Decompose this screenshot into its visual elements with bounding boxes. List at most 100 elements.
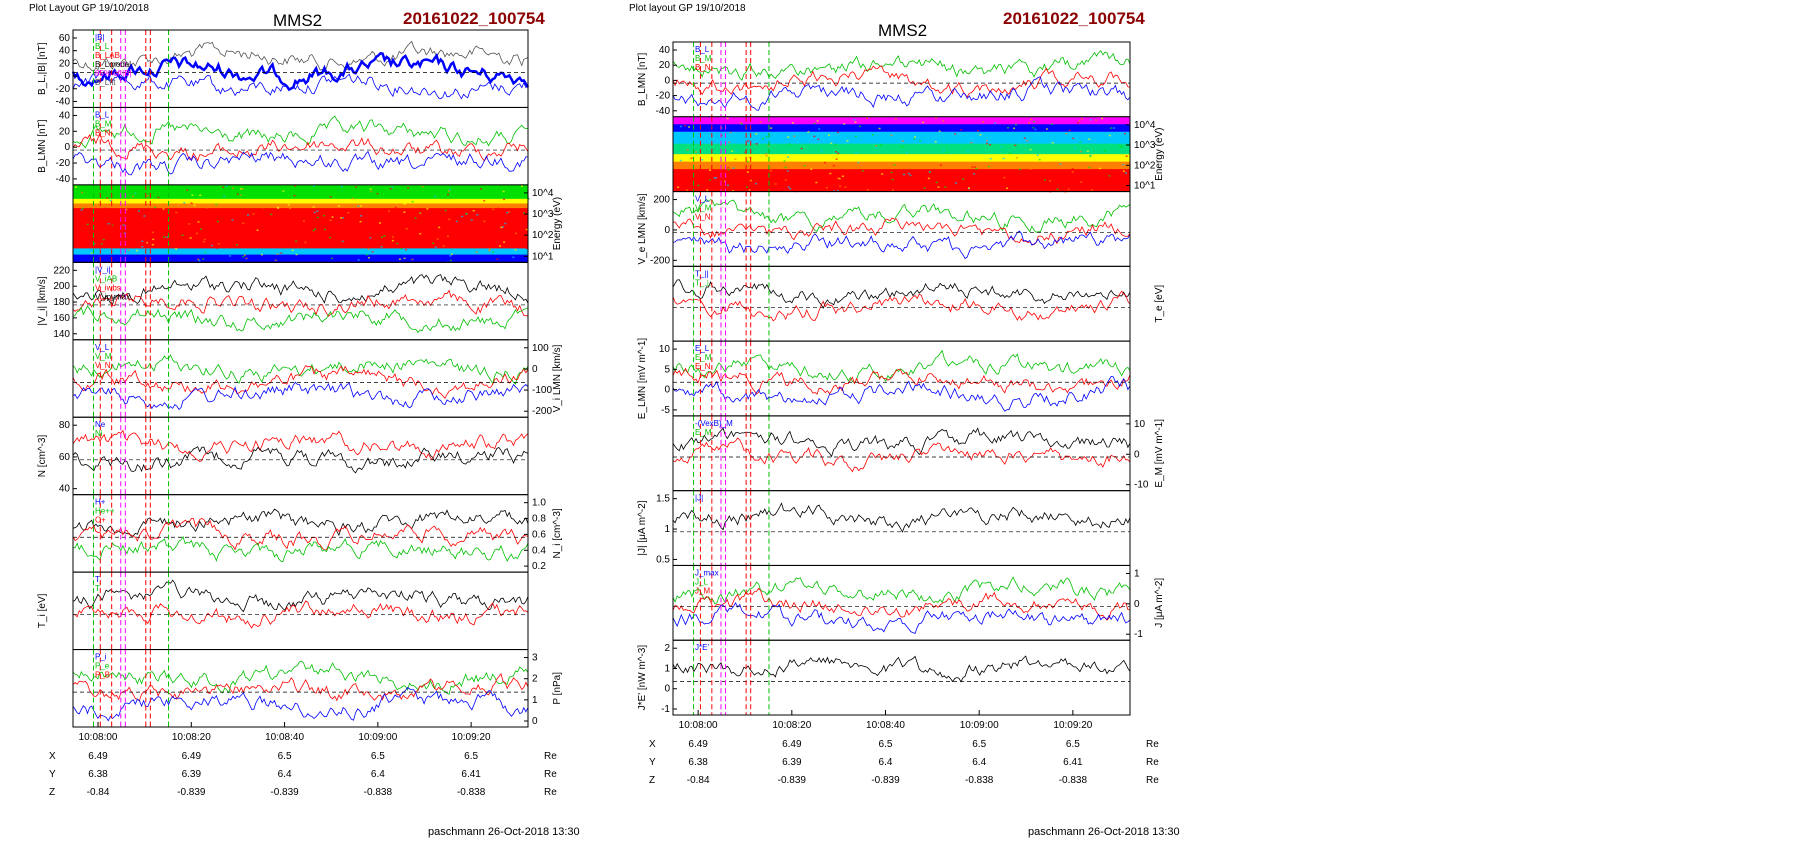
legend-entry: |J|: [695, 494, 703, 503]
panel-frame: [672, 564, 1131, 641]
spectrogram-speckle: [1034, 128, 1037, 131]
trace-vi-lmn: [72, 365, 529, 400]
spectrogram-speckle: [830, 142, 833, 145]
trace-b-lmn: [72, 150, 528, 176]
spectrogram-speckle: [914, 136, 917, 138]
spectrogram-speckle: [836, 190, 839, 192]
spectrogram-speckle: [942, 149, 945, 151]
spectrogram-speckle: [342, 217, 345, 219]
spectrogram-speckle: [1038, 158, 1041, 161]
spectrogram-speckle: [503, 198, 506, 201]
legend-entry: H+: [95, 498, 106, 507]
spectrogram-speckle: [913, 138, 916, 140]
spectrogram-speckle: [1030, 118, 1033, 121]
spectrogram-speckle: [270, 193, 273, 195]
spectrogram-speckle: [419, 232, 422, 235]
spectrogram-speckle: [434, 195, 437, 198]
legend-entry: V_iAB: [95, 274, 117, 283]
spectrogram-speckle: [146, 241, 149, 244]
trace-j-mag: [672, 502, 1131, 533]
spectrogram-speckle: [446, 235, 449, 238]
coord-value: 6.4: [972, 757, 986, 768]
spectrogram-speckle: [937, 186, 940, 188]
spectrogram-speckle: [282, 190, 285, 192]
panel-frame: [672, 191, 1131, 267]
coord-value: -0.84: [87, 787, 110, 798]
tick-label: 0.6: [532, 529, 546, 540]
spectrogram-speckle: [426, 208, 429, 210]
panel-e-lmn: 10 5 0 -5 E_LMN [mV m^-1] E_LE_ME_N: [637, 338, 1131, 419]
tick-label: 1: [664, 663, 670, 674]
spectrogram-speckle: [141, 245, 144, 248]
spectrogram-speckle: [436, 214, 439, 216]
tick-label: -20: [56, 158, 71, 169]
trace-em: [672, 427, 1131, 458]
spectrogram-speckle: [376, 193, 379, 195]
spectrogram-band: [73, 254, 528, 263]
spectrogram-speckle: [935, 140, 938, 142]
spectrogram-speckle: [247, 214, 250, 216]
time-tick-label: 10:08:00: [79, 732, 118, 743]
spectrogram-speckle: [274, 259, 277, 262]
tick-label: 10^4: [532, 188, 554, 199]
spectrogram-speckle: [78, 230, 81, 232]
spectrogram-speckle: [901, 140, 904, 142]
legend-entry: B_M: [95, 119, 112, 128]
tick-label: 0.5: [656, 554, 670, 565]
spectrogram-speckle: [865, 117, 868, 120]
coord-value: 6.4: [278, 769, 292, 780]
spectrogram-speckle: [351, 197, 354, 200]
y-axis-label: E_M [mV m^-1]: [1154, 419, 1165, 488]
spectrogram-speckle: [501, 226, 504, 228]
coord-unit: Re: [1146, 757, 1159, 768]
spectrogram-speckle: [241, 251, 244, 254]
tick-label: 40: [59, 110, 71, 121]
spectrogram-speckle: [242, 222, 245, 224]
y-axis-label: T_i [eV]: [37, 593, 48, 628]
spectrogram-speckle: [163, 203, 166, 205]
spectrogram-speckle: [114, 233, 117, 236]
spectrogram-speckle: [134, 232, 137, 234]
spectrogram-speckle: [1014, 123, 1017, 126]
spectrogram-speckle: [1080, 118, 1083, 120]
spectrogram-speckle: [934, 141, 937, 143]
trace-te: [672, 290, 1131, 322]
y-axis-label: T_e [eV]: [1154, 285, 1165, 323]
spectrogram-speckle: [196, 232, 199, 235]
spectrogram-speckle: [231, 219, 234, 221]
legend-entry: V_ipymax: [95, 292, 130, 301]
spectrogram-speckle: [175, 248, 178, 250]
time-tick-label: 10:08:00: [679, 720, 718, 731]
spectrogram-speckle: [100, 243, 103, 245]
spectrogram-speckle: [312, 206, 315, 208]
panel-frame: [72, 494, 529, 573]
spectrogram-speckle: [455, 220, 458, 223]
coord-axis-label: X: [49, 751, 56, 762]
spectrogram-speckle: [985, 142, 988, 145]
spectrogram-speckle: [967, 187, 970, 189]
spectrogram-speckle: [1002, 157, 1005, 160]
spectrogram-speckle: [971, 166, 974, 168]
spectrogram-speckle: [403, 211, 406, 213]
trace-vi-lmn: [72, 381, 529, 411]
spectrogram-speckle: [1056, 188, 1059, 191]
trace-ve-lmn: [672, 230, 1131, 260]
spectrogram-speckle: [104, 207, 107, 210]
spectrogram-speckle: [483, 220, 486, 223]
spectrogram-speckle: [1040, 170, 1043, 172]
spectrogram-speckle: [340, 185, 343, 188]
spectrogram-speckle: [1071, 171, 1074, 173]
spectrogram-band: [673, 154, 1130, 163]
spectrogram-speckle: [154, 206, 157, 209]
tick-label: 40: [59, 484, 71, 495]
spectrogram-speckle: [450, 253, 453, 256]
spectrogram-speckle: [151, 195, 154, 198]
spectrogram-speckle: [853, 119, 856, 121]
spectrogram-speckle: [935, 181, 938, 184]
spectrogram-speckle: [912, 140, 915, 142]
time-tick-label: 10:08:40: [866, 720, 905, 731]
spectrogram-speckle: [807, 131, 810, 133]
legend-entry: Ni: [95, 429, 103, 438]
